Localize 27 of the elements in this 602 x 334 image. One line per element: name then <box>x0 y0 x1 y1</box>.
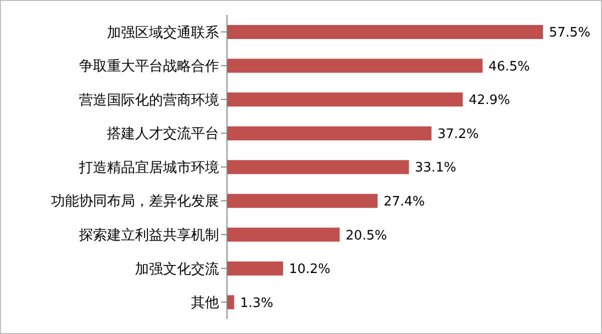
bar <box>227 228 340 242</box>
y-tick-label: 功能协同布局，差异化发展 <box>51 194 219 210</box>
data-label: 1.3% <box>240 296 274 311</box>
bar <box>227 160 409 174</box>
data-label: 20.5% <box>346 228 387 244</box>
y-tick-label: 打造精品宜居城市环境 <box>78 160 219 176</box>
data-label: 46.5% <box>488 59 530 74</box>
bar <box>227 92 463 107</box>
data-label: 37.2% <box>437 126 479 142</box>
bar <box>227 126 432 140</box>
bar <box>227 261 284 276</box>
data-label: 10.2% <box>289 262 330 278</box>
bar <box>227 58 483 73</box>
y-tick-label: 加强文化交流 <box>135 261 219 278</box>
y-tick-label: 搭建人才交流平台 <box>107 126 219 142</box>
y-tick-label: 其他 <box>191 295 219 312</box>
y-tick-label: 探索建立利益共享机制 <box>79 228 219 244</box>
y-tick-label: 营造国际化的营商环境 <box>79 92 219 108</box>
bar <box>227 25 543 39</box>
y-tick-label: 加强区域交通联系 <box>107 24 219 41</box>
data-label: 57.5% <box>549 26 590 41</box>
bar <box>227 295 234 310</box>
data-label: 42.9% <box>468 93 510 108</box>
data-label: 27.4% <box>384 194 425 210</box>
y-tick-label: 争取重大平台战略合作 <box>79 58 219 75</box>
data-label: 33.1% <box>414 160 456 176</box>
bar <box>227 194 378 208</box>
